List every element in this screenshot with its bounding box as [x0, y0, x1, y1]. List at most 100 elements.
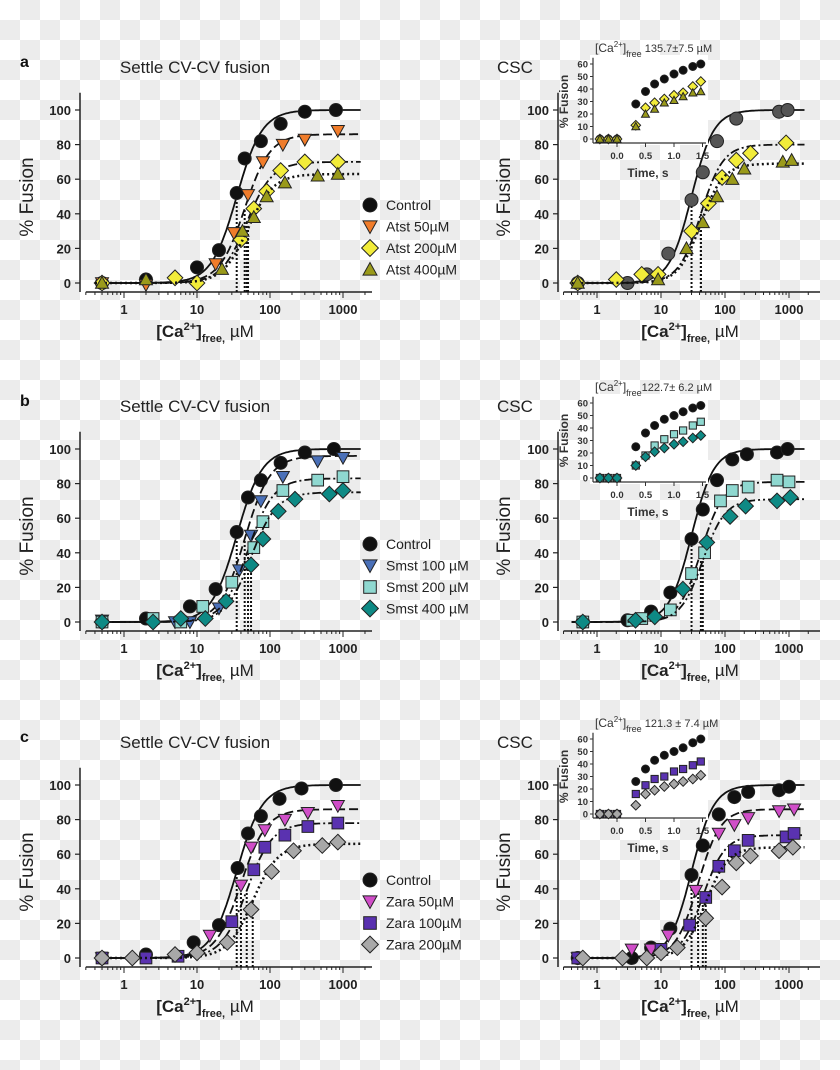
data-point — [253, 134, 268, 149]
legend-marker — [363, 916, 377, 930]
legend-marker — [362, 220, 378, 235]
inset-title-value: 135.7±7.5 µM — [642, 43, 712, 55]
data-point — [709, 188, 725, 203]
data-point — [780, 103, 795, 117]
data-point — [660, 929, 676, 944]
data-point — [725, 452, 740, 467]
legend-label: Control — [386, 872, 431, 888]
xlabel-part: ] — [196, 661, 202, 680]
data-point — [570, 275, 586, 289]
inset-data-point — [688, 403, 698, 413]
inset-data-point — [631, 99, 641, 109]
y-tick-label: 40 — [535, 882, 549, 897]
inset-data-point — [678, 743, 688, 753]
data-point — [301, 820, 315, 833]
legend-marker — [362, 197, 378, 213]
xlabel-superscript: 2+ — [669, 321, 682, 333]
data-point — [229, 525, 244, 540]
x-tick-label: 1 — [593, 641, 600, 656]
inset-data-point — [594, 808, 606, 820]
data-point — [741, 784, 756, 799]
data-point — [242, 901, 260, 919]
legend-marker — [362, 536, 378, 552]
data-point — [253, 809, 268, 824]
data-point — [741, 144, 759, 162]
inset-title-subscript: free — [626, 724, 642, 734]
data-point — [272, 791, 287, 806]
settle-chart: 0 20 40 60 80 100 1 10 100 1000 % Fusion [Ca2+]free… — [17, 729, 462, 1020]
data-point — [310, 168, 326, 182]
inset-title-superscript: 2+ — [614, 379, 623, 388]
data-point — [278, 828, 292, 842]
data-point — [695, 838, 710, 853]
inset-y-tick-label: 20 — [577, 110, 588, 121]
data-point — [725, 484, 739, 497]
data-point — [784, 838, 802, 856]
x-tick-label: 1000 — [775, 641, 804, 656]
inset-data-point — [640, 108, 651, 118]
data-point — [297, 133, 313, 147]
data-point — [697, 909, 715, 927]
data-point — [208, 258, 223, 272]
data-point — [727, 790, 742, 805]
data-point — [286, 490, 304, 508]
inset-x-tick-label: 1.0 — [667, 151, 680, 162]
data-point — [736, 161, 752, 175]
xlabel-part: [Ca — [156, 322, 184, 341]
inset-data-point — [649, 784, 661, 796]
inset-data-point — [695, 769, 707, 781]
inset-y-tick-label: 0 — [583, 474, 588, 485]
inset-title: [Ca2+]free 121.3 ± 7.4 µM — [595, 715, 718, 734]
data-point — [714, 494, 727, 508]
legend-label: Atst 200µM — [386, 240, 457, 256]
inset-data-point — [660, 772, 669, 781]
data-point — [269, 502, 287, 520]
inset-y-tick-label: 0 — [583, 135, 588, 146]
inset-data-point — [639, 788, 652, 800]
data-point — [661, 246, 676, 261]
data-point — [782, 475, 796, 489]
inset-y-tick-label: 30 — [577, 97, 588, 108]
series — [571, 473, 805, 631]
data-point — [713, 168, 731, 186]
data-point — [263, 862, 281, 881]
y-tick-label: 60 — [535, 511, 549, 526]
data-point — [166, 946, 184, 964]
y-tick-label: 100 — [49, 778, 71, 793]
x-tick-label: 10 — [654, 302, 668, 317]
data-point — [330, 125, 346, 139]
data-point — [780, 442, 795, 456]
data-point — [211, 243, 226, 258]
data-point — [613, 949, 631, 967]
x-axis-label: [Ca2+]free, µM — [156, 996, 254, 1020]
inset-data-point — [678, 65, 688, 75]
inset-y-tick-label: 0 — [583, 810, 588, 821]
y-tick-label: 80 — [57, 477, 71, 492]
inset-data-point — [669, 95, 679, 104]
data-point — [229, 186, 244, 201]
y-axis-label: % Fusion — [17, 832, 38, 911]
inset-data-point — [669, 767, 679, 776]
data-point — [259, 188, 275, 203]
legend-marker — [362, 895, 378, 910]
inset-data-point — [695, 75, 707, 88]
y-tick-label: 100 — [49, 442, 71, 457]
inset-background — [590, 55, 708, 145]
inset-y-tick-label: 50 — [577, 747, 588, 758]
inset-y-tick-label: 20 — [577, 449, 588, 460]
inset-y-tick-label: 10 — [577, 122, 588, 133]
fit-curve — [95, 133, 361, 284]
x-tick-label: 100 — [259, 302, 281, 317]
data-point — [276, 484, 290, 497]
xlabel-part: [Ca — [156, 997, 184, 1016]
series — [570, 803, 805, 967]
inset-title: [Ca2+]free 135.7±7.5 µM — [595, 40, 712, 59]
data-point — [277, 175, 293, 189]
chart-title: CSC — [497, 397, 533, 416]
data-point — [247, 863, 261, 877]
fit-curve — [571, 498, 805, 623]
inset-title-value: 121.3 ± 7.4 µM — [642, 718, 719, 730]
